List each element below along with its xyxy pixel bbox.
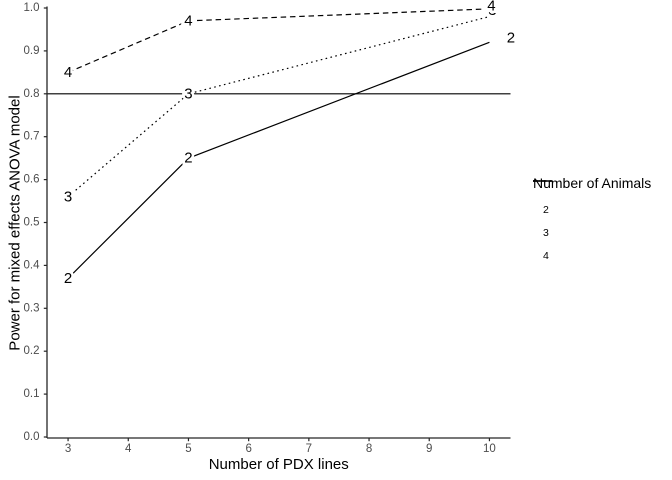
legend-title: Number of Animals [533,175,652,191]
point-label-4: 4 [184,12,192,29]
y-tick-label: 1.0 [24,2,40,14]
legend-row-2: 2 [533,180,651,221]
point-label-2: 2 [184,150,192,167]
y-tick-label: 0.7 [24,131,40,143]
point-label-halo: 2 [64,270,72,287]
x-tick-label: 6 [245,443,251,455]
x-tick-label: 10 [483,443,496,455]
y-tick-label: 0.8 [24,88,40,100]
legend-row-4: 4 [533,180,651,267]
point-label-halo: 4 [487,0,495,14]
legend-label-4: 4 [543,249,549,262]
point-label-3: 3 [184,85,192,102]
point-label-2: 2 [64,270,72,287]
y-axis-title: Power for mixed effects ANOVA model [7,95,24,350]
point-label-halo: 3 [488,2,496,19]
y-tick-label: 0.2 [24,345,40,357]
point-label-halo: 3 [64,188,72,205]
point-label-3: 3 [488,2,496,19]
x-axis-title: Number of PDX lines [209,456,349,473]
y-tick-label: 0.3 [24,302,40,314]
point-label-2: 2 [507,29,515,46]
series-line-animals-3 [67,15,490,198]
point-label-halo: 4 [64,64,72,81]
point-label-halo: 2 [507,29,515,46]
y-tick-label: 0.9 [24,45,40,57]
y-tick-label: 0.4 [24,259,41,271]
y-tick-label: 0.0 [24,431,40,443]
y-tick-label: 0.5 [24,217,40,229]
series-line-animals-2 [67,41,490,279]
y-tick-label: 0.1 [24,388,40,400]
y-tick-label: 0.6 [24,174,40,186]
x-tick-label: 4 [125,443,132,455]
point-label-4: 4 [64,64,72,81]
legend-row-3: 3 [533,180,651,244]
legend-key-dashed-line-icon [533,180,552,182]
legend-label-2: 2 [543,203,549,216]
x-tick-label: 9 [426,443,432,455]
point-label-halo: 3 [184,85,192,102]
series-line-animals-4 [67,8,490,73]
point-label-3: 3 [64,188,72,205]
legend: Number of Animals 2 3 4 [533,175,651,267]
point-label-4: 4 [487,0,495,14]
x-tick-label: 7 [306,443,312,455]
x-tick-label: 5 [185,443,191,455]
legend-label-3: 3 [543,226,549,239]
x-tick-label: 8 [366,443,372,455]
x-tick-label: 3 [65,443,71,455]
point-label-halo: 4 [184,12,192,29]
point-label-halo: 2 [184,150,192,167]
